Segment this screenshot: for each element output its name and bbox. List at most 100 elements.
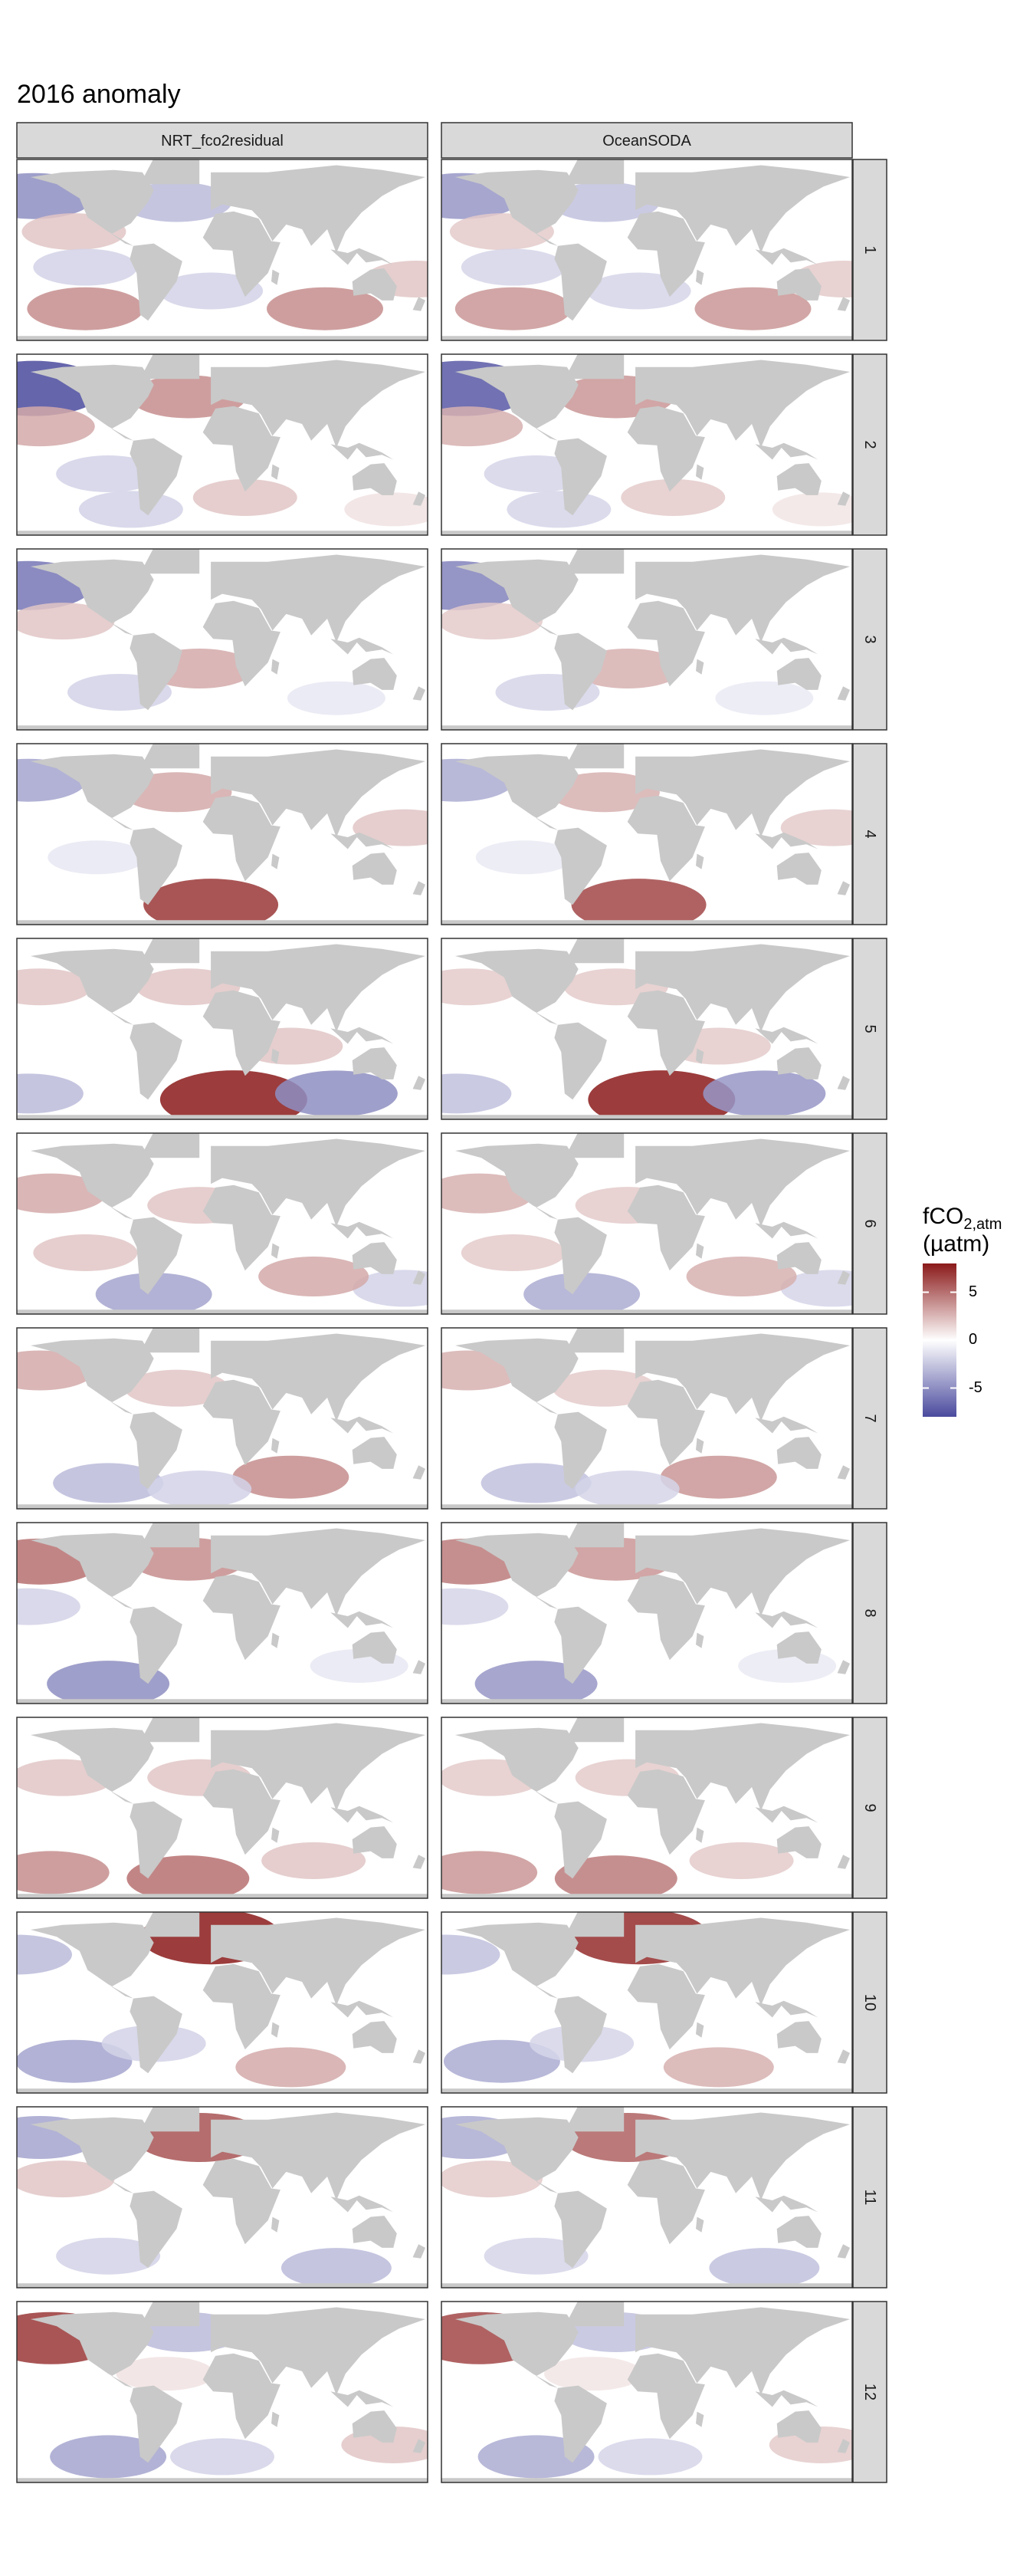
land-mask <box>30 1338 154 1414</box>
land-mask <box>202 1184 280 1271</box>
land-mask <box>776 2021 822 2053</box>
land-mask <box>352 1242 397 1274</box>
anomaly-cell <box>17 603 115 640</box>
land-mask <box>330 248 394 265</box>
land-mask <box>330 2000 394 2018</box>
anomaly-cell <box>660 1455 777 1499</box>
land-mask <box>211 1138 425 1227</box>
land-mask <box>271 659 280 675</box>
land-mask <box>330 2390 394 2407</box>
legend-unit: (µatm) <box>923 1231 990 1257</box>
anomaly-cell <box>147 1470 252 1508</box>
land-mask <box>696 1438 704 1454</box>
land-mask <box>271 464 280 480</box>
anomaly-cell <box>709 2248 820 2288</box>
anomaly-cell <box>703 1070 826 1117</box>
land-mask <box>627 600 705 687</box>
land-mask <box>776 463 822 495</box>
land-mask <box>837 1076 850 1090</box>
anomaly-cell <box>507 491 612 528</box>
land-mask <box>412 2244 425 2259</box>
anomaly-cell <box>621 478 726 516</box>
land-mask <box>554 243 607 321</box>
land-mask <box>635 1723 850 1811</box>
land-mask <box>130 1411 182 1490</box>
land-mask <box>776 1437 822 1469</box>
panel-border <box>16 1132 428 1315</box>
land-mask <box>837 881 850 895</box>
anomaly-cell <box>159 272 264 310</box>
row-strip-label: 2 <box>861 440 878 449</box>
land-mask <box>330 637 394 655</box>
land-mask <box>211 2307 425 2395</box>
land-mask <box>454 1143 579 1220</box>
land-mask <box>271 2216 280 2233</box>
map-panel <box>17 1912 428 2093</box>
land-mask <box>776 1631 822 1664</box>
land-mask <box>130 1996 182 2074</box>
legend-tick-label: -5 <box>969 1378 982 1396</box>
anomaly-cell <box>17 1934 72 1975</box>
land-mask <box>330 2195 394 2213</box>
land-mask <box>30 559 154 636</box>
land-mask <box>554 2385 607 2463</box>
land-mask <box>30 1533 154 1609</box>
row-strip <box>852 159 887 341</box>
land-mask <box>635 554 850 642</box>
panel-border <box>16 938 428 1120</box>
anomaly-cell <box>549 772 660 813</box>
land-mask <box>776 1826 822 1858</box>
land-mask <box>139 1717 200 1743</box>
land-mask <box>554 1606 607 1684</box>
land-mask <box>202 2353 280 2440</box>
land-mask <box>139 354 200 380</box>
land-mask <box>30 2117 154 2193</box>
land-mask <box>211 554 425 642</box>
panel-border <box>16 1911 428 2094</box>
land-mask <box>352 1437 397 1469</box>
map-panel <box>17 549 428 730</box>
land-mask <box>454 1727 579 1804</box>
panel-border <box>16 1327 428 1510</box>
land-mask <box>441 1309 852 1314</box>
land-mask <box>139 2302 200 2327</box>
land-mask <box>776 853 822 885</box>
anomaly-cell <box>523 1273 641 1314</box>
anomaly-cell <box>261 1842 366 1879</box>
map-panel <box>441 1717 852 1898</box>
row-strip-label: 12 <box>861 2384 878 2400</box>
land-mask <box>776 658 822 690</box>
anomaly-cell <box>441 1588 509 1625</box>
land-mask <box>352 2021 397 2053</box>
row-strip-label: 4 <box>861 830 878 838</box>
land-mask <box>139 1133 200 1158</box>
map-panel <box>441 744 852 925</box>
land-mask <box>139 744 200 769</box>
land-mask <box>627 1963 705 2050</box>
land-mask <box>554 2190 607 2269</box>
anomaly-cell <box>554 1855 677 1898</box>
anomaly-cell <box>95 1273 212 1314</box>
anomaly-cell <box>232 1455 349 1499</box>
land-mask <box>202 1769 280 1855</box>
anomaly-cell <box>694 287 812 330</box>
anomaly-cell <box>17 1073 84 1114</box>
panel-border <box>16 1717 428 1899</box>
land-mask <box>837 1855 850 1869</box>
land-mask <box>635 165 850 253</box>
land-mask <box>837 686 850 701</box>
anomaly-cell <box>17 2160 115 2198</box>
land-mask <box>139 2107 200 2132</box>
map-panel <box>441 1523 852 1704</box>
land-mask <box>412 686 425 701</box>
land-mask <box>837 2244 850 2259</box>
land-mask <box>627 990 705 1076</box>
panel-border <box>16 2106 428 2288</box>
land-mask <box>454 2117 579 2193</box>
anomaly-cell <box>441 406 523 447</box>
land-mask <box>755 2000 818 2018</box>
anomaly-cell <box>17 406 95 447</box>
land-mask <box>564 354 625 380</box>
anomaly-cell <box>441 1073 512 1114</box>
